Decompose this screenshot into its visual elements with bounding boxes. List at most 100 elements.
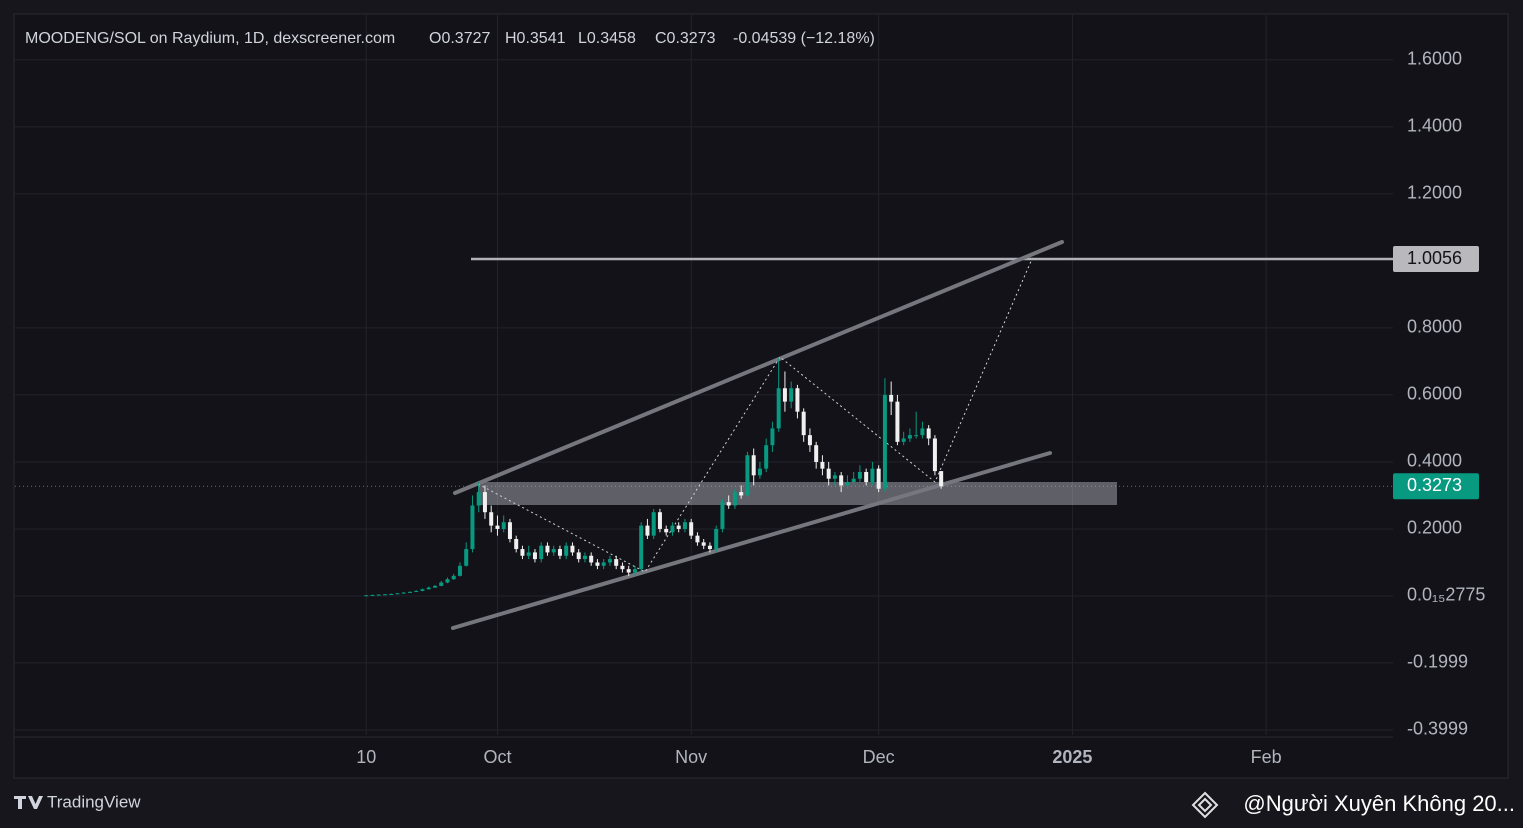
- y-tick-label: 0.6000: [1407, 384, 1462, 404]
- candle-body: [907, 435, 912, 439]
- x-tick-label: Nov: [675, 747, 707, 767]
- candle-body: [464, 549, 469, 566]
- candle-body: [820, 461, 825, 469]
- candle-body: [807, 435, 812, 446]
- candle-body: [814, 445, 819, 462]
- chart-title: MOODENG/SOL on Raydium, 1D, dexscreener.…: [25, 30, 395, 47]
- y-tick-label: 1.2000: [1407, 183, 1462, 203]
- grid: [15, 15, 1393, 735]
- channel-lower: [451, 451, 1052, 630]
- candle-body: [689, 522, 694, 536]
- candle-body: [870, 468, 875, 483]
- last-price-box: [1393, 473, 1479, 500]
- candle-body: [914, 435, 919, 437]
- candle-body: [395, 593, 400, 595]
- candle-body: [701, 542, 706, 546]
- candle-body: [889, 394, 894, 402]
- ohlc-change: -0.04539 (−12.18%): [733, 30, 875, 47]
- candle-body: [607, 559, 612, 563]
- candle-body: [657, 512, 662, 529]
- candle-body: [745, 455, 750, 496]
- candle-body: [645, 525, 650, 536]
- candle-body: [789, 388, 794, 402]
- candle-body: [776, 388, 781, 429]
- footer-brand: TradingView: [47, 792, 141, 811]
- candle-body: [482, 492, 487, 513]
- candle-body: [420, 589, 425, 591]
- y-tick-label: 1.4000: [1407, 116, 1462, 136]
- candle-body: [545, 545, 550, 553]
- candle-body: [507, 522, 512, 540]
- candle-body: [595, 562, 600, 566]
- candle-body: [920, 428, 925, 436]
- candle-body: [495, 525, 500, 529]
- level-label-box: [1393, 246, 1479, 273]
- candle-body: [895, 401, 900, 442]
- candle-body: [876, 468, 881, 489]
- candle-body: [632, 569, 637, 573]
- x-tick-label: Oct: [483, 747, 511, 767]
- candle-body: [489, 512, 494, 526]
- candle-body: [432, 585, 437, 588]
- candle-body: [589, 555, 594, 563]
- candle-body: [470, 505, 475, 550]
- candle-body: [882, 394, 887, 489]
- candle-body: [426, 587, 431, 590]
- candle-body: [389, 593, 394, 595]
- watermark: @Người Xuyên Không 20...: [1243, 791, 1515, 816]
- y-tick-label: -0.3999: [1407, 719, 1468, 739]
- candle-body: [601, 562, 606, 566]
- candle-body: [639, 525, 644, 570]
- channel-upper: [453, 240, 1064, 495]
- candle-body: [451, 575, 456, 580]
- candle-body: [414, 590, 419, 592]
- candle-body: [851, 478, 856, 483]
- x-tick-label: Dec: [863, 747, 895, 767]
- candle-body: [695, 535, 700, 543]
- candle-body: [501, 522, 506, 529]
- candle-body: [514, 539, 519, 550]
- candle-body: [901, 438, 906, 442]
- candle-body: [576, 552, 581, 560]
- candle-body: [839, 475, 844, 486]
- candle-body: [801, 411, 806, 436]
- candle-body: [664, 528, 669, 533]
- candle-body: [826, 468, 831, 479]
- watermark-icon: [1191, 791, 1219, 819]
- candle-body: [864, 471, 869, 483]
- y-tick-label: 0.2000: [1407, 518, 1462, 538]
- candle-body: [526, 552, 531, 556]
- candle-body: [757, 468, 762, 476]
- y-tick-label: 0.8000: [1407, 317, 1462, 337]
- candle-body: [764, 445, 769, 469]
- candle-body: [439, 582, 444, 586]
- candle-body: [582, 555, 587, 560]
- x-tick-label: Feb: [1251, 747, 1282, 767]
- candle-body: [845, 482, 850, 486]
- candle-body: [520, 549, 525, 556]
- candle-body: [614, 559, 619, 566]
- candle-body: [370, 594, 375, 596]
- y-tick-label: 1.6000: [1407, 49, 1462, 69]
- candle-body: [407, 591, 412, 593]
- level-label: 1.0056: [1407, 248, 1462, 268]
- candle-body: [401, 592, 406, 594]
- candle-body: [751, 455, 756, 476]
- y-tick-label: 0.4000: [1407, 451, 1462, 471]
- x-tick-label: 10: [356, 747, 376, 767]
- candle-body: [476, 492, 481, 506]
- candle-body: [926, 428, 931, 439]
- candle-body: [682, 522, 687, 529]
- candle-body: [626, 569, 631, 573]
- last-price-label: 0.3273: [1407, 475, 1462, 495]
- ohlc-close: C0.3273: [655, 30, 716, 47]
- candle-body: [557, 549, 562, 556]
- labels: 1.6000 1.4000 1.2000 0.8000 0.6000 0.4000 0.20…: [356, 49, 1485, 767]
- candle-body: [676, 525, 681, 529]
- candle-body: [570, 545, 575, 553]
- candle-body: [782, 388, 787, 402]
- x-tick-label: 2025: [1052, 747, 1092, 767]
- candle-body: [457, 565, 462, 576]
- candle-body: [620, 565, 625, 570]
